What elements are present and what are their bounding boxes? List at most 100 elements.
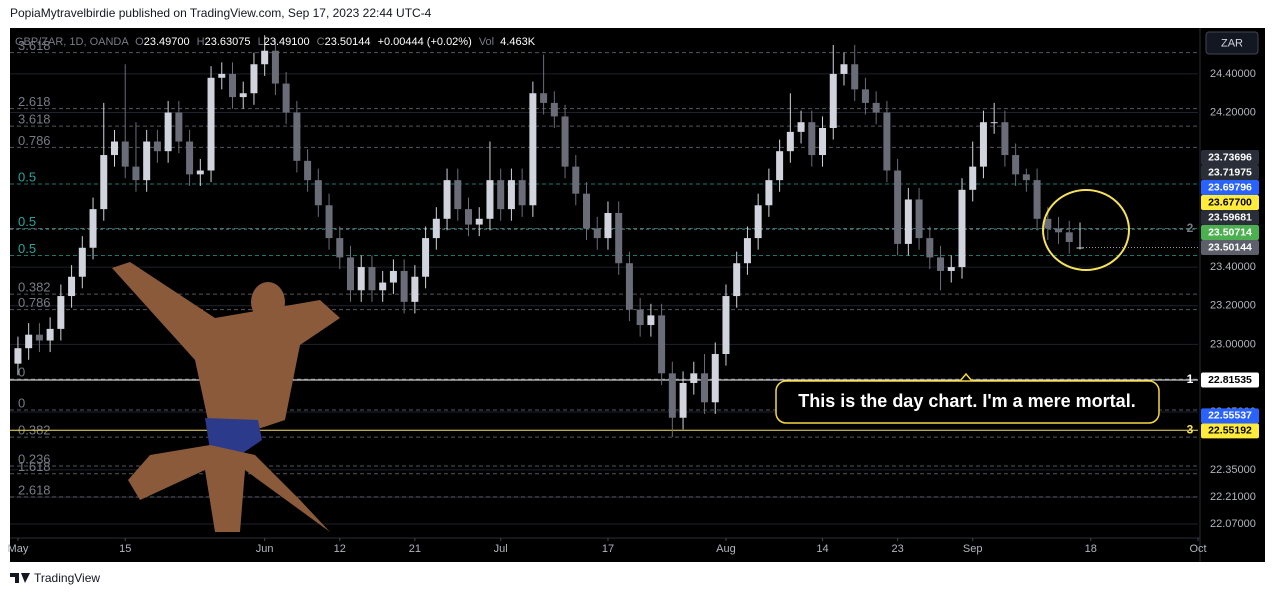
candle-body (432, 218, 440, 239)
candle-body (14, 348, 22, 364)
candle-body (25, 334, 33, 349)
legend-value: 23.49100 (264, 36, 310, 48)
callout-text: This is the day chart. I'm a mere mortal… (798, 391, 1135, 411)
fib-label: 0.236 (18, 451, 51, 466)
price-tag (1201, 209, 1259, 225)
candle-body (958, 189, 966, 268)
candle-body (561, 116, 569, 167)
price-tag (1201, 194, 1259, 210)
candle-body (883, 112, 891, 171)
candle-body (497, 180, 505, 210)
candle-body (325, 205, 333, 239)
candle-body (132, 166, 140, 181)
candle-body (615, 212, 623, 264)
candle-body (35, 334, 43, 341)
level-label: 3 (1187, 422, 1194, 436)
candle-body (507, 180, 515, 210)
price-tag-label: 23.59681 (1208, 211, 1252, 223)
footer-brand: TradingView (34, 571, 100, 585)
legend-value: 23.49700 (144, 36, 190, 48)
legend-label: H (197, 36, 205, 48)
currency-button-label[interactable]: ZAR (1221, 37, 1243, 49)
candle-body (819, 128, 827, 156)
price-tag-label: 22.81535 (1208, 374, 1252, 386)
price-tag-label: 23.67700 (1208, 196, 1252, 208)
callout-pointer (959, 372, 973, 382)
candle-body (250, 64, 258, 94)
symbol: GBP/ZAR, 1D, OANDA (15, 36, 129, 48)
candle-body (733, 263, 741, 297)
figure-image (112, 262, 340, 532)
candle-body (786, 131, 794, 152)
fib-label: 0.5 (18, 169, 36, 184)
candle-body (658, 315, 666, 374)
price-tag-label: 23.50144 (1208, 241, 1252, 253)
candle-body (1044, 218, 1052, 229)
candle-body (389, 270, 397, 283)
candle-body (379, 282, 387, 291)
price-tag (1201, 423, 1259, 439)
candle-body (239, 93, 247, 98)
price-tag (1201, 149, 1259, 165)
fib-label: 0 (18, 395, 25, 410)
candle-body (336, 238, 344, 258)
y-tick-label: 24.40000 (1210, 68, 1256, 80)
price-tag-label: 22.55537 (1208, 410, 1252, 422)
candle-body (196, 170, 204, 175)
candle-body (207, 77, 215, 171)
candle-body (486, 180, 494, 219)
x-tick-label: Sep (963, 543, 983, 555)
fib-label: 2.618 (18, 94, 51, 109)
currency-button[interactable] (1205, 31, 1259, 55)
candle-body (754, 205, 762, 239)
y-tick-label: 23.40000 (1210, 261, 1256, 273)
legend-label: C (317, 36, 325, 48)
candle-body (186, 141, 194, 175)
price-tag (1201, 239, 1259, 255)
candle-body (293, 112, 301, 161)
x-tick-label: 14 (816, 543, 828, 555)
footer-logo (10, 573, 30, 583)
candle-body (153, 141, 161, 152)
x-tick-label: 15 (119, 543, 131, 555)
candle-body (357, 267, 365, 291)
candle-body (829, 73, 837, 129)
price-tag-label: 23.50714 (1208, 226, 1252, 238)
candle-body (701, 373, 709, 403)
x-tick-label: 18 (1085, 543, 1097, 555)
x-tick-label: May (8, 543, 29, 555)
candle-body (121, 141, 129, 167)
fib-label: 0.786 (18, 133, 51, 148)
candle-body (840, 64, 848, 74)
candle-body (110, 141, 118, 156)
price-tag-label: 22.55192 (1208, 425, 1252, 437)
x-tick-label: Jun (256, 543, 274, 555)
candle-body (400, 270, 408, 302)
candle-body (228, 73, 236, 98)
price-tag-label: 23.71975 (1208, 166, 1252, 178)
publisher: PopiaMytravelbirdie published on Trading… (10, 6, 432, 20)
y-tick-label: 23.20000 (1210, 300, 1256, 312)
legend-label: O (135, 36, 144, 48)
candle-body (218, 73, 226, 78)
candle-body (872, 102, 880, 113)
candle-body (1033, 180, 1041, 219)
price-tag-label: 23.73696 (1208, 151, 1252, 163)
candle-body (583, 193, 591, 229)
legend-label: L (258, 36, 264, 48)
level-label: 1 (1187, 372, 1194, 386)
candle-body (851, 64, 859, 90)
volume-value: 4.463K (500, 36, 536, 48)
fib-label: 0.786 (18, 295, 51, 310)
fib-label: 0.382 (18, 280, 51, 295)
candle-body (743, 238, 751, 264)
chart-area (10, 28, 1265, 562)
candle-body (990, 122, 998, 124)
candle-body (550, 102, 558, 117)
candle-body (518, 180, 526, 206)
candle-body (969, 166, 977, 190)
candle-body (1001, 122, 1009, 156)
candle-body (1022, 174, 1030, 181)
y-tick-label: 22.35000 (1210, 464, 1256, 476)
